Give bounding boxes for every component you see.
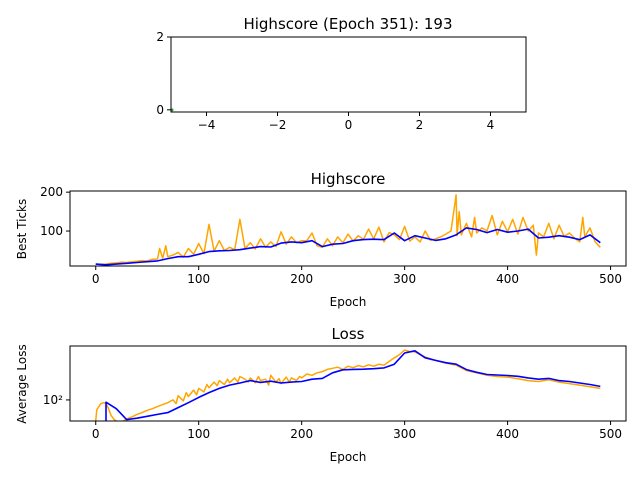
panel1-axes-frame	[170, 36, 527, 113]
panel3-series-blue-line	[105, 349, 601, 421]
panel3-y-axis-label: Average Loss	[15, 344, 29, 423]
panel3-x-tick-label: 100	[187, 427, 210, 441]
panel2-x-tick-label: 100	[187, 272, 210, 286]
panel2-axes-frame	[69, 190, 627, 267]
panel2-y-axis-label: Best Ticks	[15, 199, 29, 259]
panel1-x-tick-label: 2	[416, 118, 424, 132]
panel3-title: Loss	[332, 325, 365, 343]
panel3-x-tick-label: 300	[393, 427, 416, 441]
panel2-x-tick-label: 200	[290, 272, 313, 286]
panel3-x-tick-label: 0	[92, 427, 100, 441]
panel1-marks: −4 −2 0 2 4 0 2	[156, 30, 494, 132]
panel3-marks: 0 100 200 300 400 500 10²	[43, 349, 622, 441]
panel2-x-tick-label: 400	[496, 272, 519, 286]
panel2-series-orange-line	[95, 194, 601, 266]
panel-highscore: Highscore 0 100 200 300 400 500 100 200 Epoch B…	[15, 170, 627, 309]
panel-highscore-epoch: Highscore (Epoch 351): 193 −4 −2 0 2 4 0 2	[156, 15, 527, 132]
panel3-x-tick-label: 400	[496, 427, 519, 441]
panel2-x-tick-label: 500	[599, 272, 622, 286]
panel1-y-tick-label: 0	[156, 103, 164, 117]
panel2-y-tick-label: 200	[40, 185, 63, 199]
panel1-title: Highscore (Epoch 351): 193	[243, 15, 452, 33]
panel2-y-tick-label: 100	[40, 224, 63, 238]
panel2-x-tick-label: 0	[92, 272, 100, 286]
panel1-x-tick-label: −2	[269, 118, 287, 132]
panel2-title: Highscore	[311, 170, 386, 188]
panel2-x-tick-label: 300	[393, 272, 416, 286]
panel1-x-tick-label: 0	[345, 118, 353, 132]
panel2-x-axis-label: Epoch	[330, 295, 367, 309]
panel3-x-tick-label: 500	[599, 427, 622, 441]
panel1-y-tick-label: 2	[156, 30, 164, 44]
panel-loss: Loss 0 100 200 300 400 500 10² Epoch Average L…	[15, 325, 627, 464]
panel1-x-tick-label: 4	[487, 118, 495, 132]
panel1-x-tick-label: −4	[198, 118, 216, 132]
panel3-x-axis-label: Epoch	[330, 450, 367, 464]
panel2-marks: 0 100 200 300 400 500 100 200	[40, 185, 622, 286]
panel3-y-tick-label: 10²	[43, 393, 63, 407]
panel2-series-blue-line	[95, 227, 601, 266]
panel3-x-tick-label: 200	[290, 427, 313, 441]
panel3-axes-frame	[69, 345, 627, 422]
